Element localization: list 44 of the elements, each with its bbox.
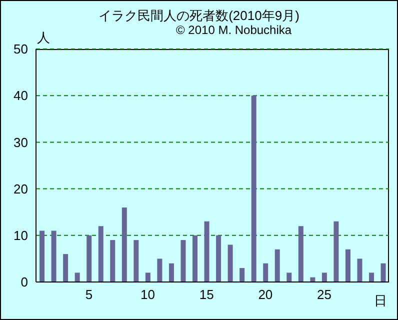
bar	[334, 221, 339, 282]
bar	[122, 207, 127, 282]
x-tick-label: 10	[140, 287, 156, 302]
bar	[298, 226, 304, 282]
y-tick-label: 0	[20, 274, 28, 290]
bar	[157, 258, 162, 282]
bar	[74, 272, 80, 282]
bar	[322, 272, 327, 282]
bar	[357, 258, 362, 282]
bar	[110, 240, 116, 282]
y-tick-label: 50	[14, 42, 28, 57]
bar	[98, 226, 104, 282]
bar	[134, 240, 139, 282]
bar	[345, 249, 350, 282]
x-tick-label: 5	[85, 287, 93, 302]
bar	[204, 221, 210, 282]
y-tick-label: 10	[14, 228, 28, 244]
bar	[251, 96, 256, 282]
bar	[168, 263, 174, 282]
bar	[51, 230, 56, 282]
y-tick-label: 20	[14, 181, 28, 196]
y-tick-label: 30	[14, 134, 28, 150]
bar	[368, 272, 374, 282]
bar	[240, 268, 245, 282]
x-tick-label: 25	[317, 287, 332, 302]
bar	[145, 272, 150, 282]
y-tick-label: 40	[14, 88, 28, 104]
x-tick-label: 20	[258, 287, 273, 302]
bar	[86, 235, 92, 282]
chart-title: イラク民間人の死者数(2010年9月)	[98, 7, 300, 25]
bar	[274, 249, 280, 282]
y-axis-title: 人	[37, 29, 50, 47]
bar	[380, 263, 386, 282]
bar	[228, 244, 233, 282]
bar	[63, 254, 68, 282]
bar	[40, 230, 45, 282]
chart-subtitle: © 2010 M. Nobuchika	[176, 23, 292, 37]
x-tick-label: 15	[199, 287, 214, 302]
bar	[263, 263, 268, 282]
bar	[180, 240, 186, 282]
x-axis-title: 日	[374, 292, 387, 310]
bar	[192, 235, 198, 282]
bar	[216, 235, 222, 282]
bar	[286, 272, 292, 282]
